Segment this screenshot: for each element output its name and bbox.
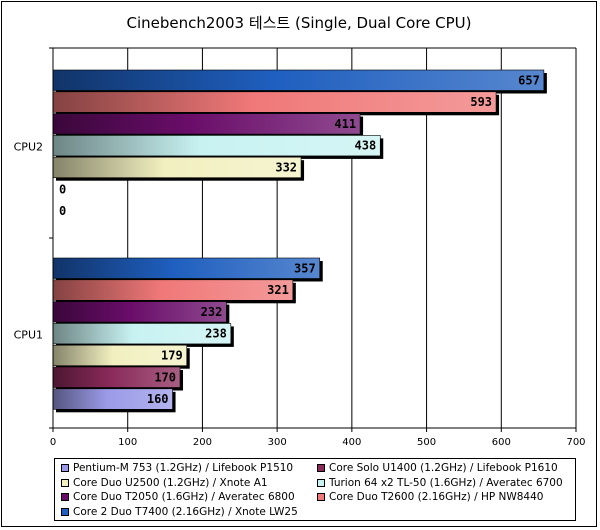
legend-swatch — [317, 493, 325, 501]
data-label: 0 — [59, 182, 66, 196]
legend-swatch — [317, 464, 325, 472]
legend-label: Core Duo U2500 (1.2GHz) / Xnote A1 — [73, 476, 268, 489]
legend-swatch — [317, 478, 325, 487]
legend-label: Core Duo T2050 (1.6GHz) / Averatec 6800 — [73, 491, 295, 503]
legend-swatch — [61, 493, 69, 501]
bar — [52, 69, 545, 91]
bar — [52, 279, 294, 301]
legend-swatch — [61, 478, 69, 487]
data-label: 170 — [154, 370, 176, 384]
x-tick-label: 500 — [417, 437, 436, 448]
category-label: CPU1 — [14, 328, 43, 341]
data-label: 438 — [355, 139, 377, 153]
x-tick-label: 200 — [193, 437, 212, 448]
x-tick-label: 700 — [566, 437, 585, 448]
chart-title: Cinebench2003 테스트 (Single, Dual Core CPU… — [126, 14, 472, 32]
bar — [52, 257, 321, 279]
data-label: 593 — [470, 95, 492, 109]
bar — [52, 91, 497, 113]
legend-label: Core Duo T2600 (2.16GHz) / HP NW8440 — [329, 491, 544, 503]
legend-label: Core Solo U1400 (1.2GHz) / Lifebook P161… — [329, 462, 558, 474]
data-label: 160 — [147, 392, 169, 406]
legend-item: Core 2 Duo T7400 (2.16GHz) / Xnote LW25 — [61, 506, 298, 518]
data-label: 657 — [518, 73, 540, 87]
bar — [52, 135, 381, 157]
legend-label: Core 2 Duo T7400 (2.16GHz) / Xnote LW25 — [73, 505, 298, 518]
legend-item: Core Duo T2600 (2.16GHz) / HP NW8440 — [317, 491, 543, 503]
x-tick-label: 0 — [50, 437, 56, 448]
legend-swatch — [61, 464, 69, 472]
data-label: 0 — [59, 204, 66, 218]
legend-item: Core Solo U1400 (1.2GHz) / Lifebook P161… — [317, 462, 558, 474]
legend-item: Turion 64 x2 TL-50 (1.6GHz) / Averatec 6… — [317, 477, 563, 489]
legend-label: Pentium-M 753 (1.2GHz) / Lifebook P1510 — [73, 462, 294, 474]
data-label: 179 — [161, 348, 183, 362]
data-label: 332 — [275, 160, 297, 174]
data-label: 357 — [294, 261, 316, 275]
data-label: 232 — [201, 305, 223, 319]
legend-label: Turion 64 x2 TL-50 (1.6GHz) / Averatec 6… — [329, 476, 563, 489]
data-label: 411 — [334, 117, 356, 131]
legend-swatch — [61, 507, 69, 516]
x-tick-label: 400 — [342, 437, 361, 448]
legend-item: Pentium-M 753 (1.2GHz) / Lifebook P1510 — [61, 462, 293, 474]
legend: Pentium-M 753 (1.2GHz) / Lifebook P1510 C… — [54, 458, 576, 521]
category-label: CPU2 — [14, 140, 43, 153]
legend-item: Core Duo T2050 (1.6GHz) / Averatec 6800 — [61, 491, 295, 503]
data-label: 238 — [205, 327, 227, 341]
bar-chart: 657 593 411 438 332 0 0 CPU2 357 321 232 238 179 170 1… — [14, 47, 586, 448]
x-tick-label: 300 — [268, 437, 287, 448]
data-label: 321 — [267, 283, 289, 297]
x-tick-label: 600 — [492, 437, 511, 448]
bar — [52, 156, 302, 178]
x-tick-label: 100 — [118, 437, 137, 448]
bar — [52, 113, 361, 135]
legend-item: Core Duo U2500 (1.2GHz) / Xnote A1 — [61, 477, 268, 489]
